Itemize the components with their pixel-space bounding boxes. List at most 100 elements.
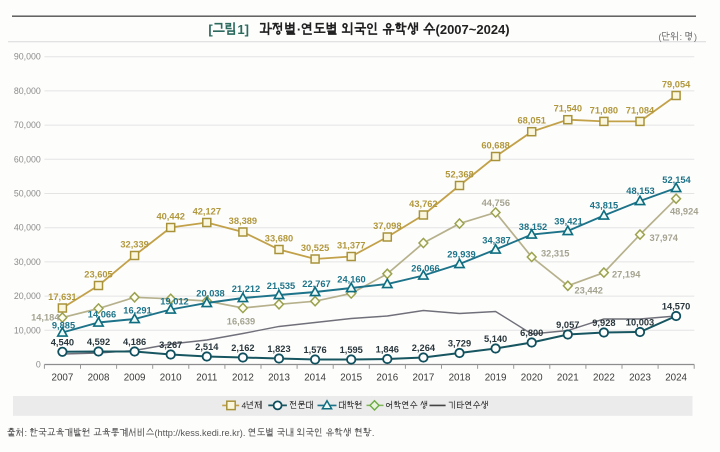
- svg-text:2008: 2008: [88, 373, 110, 384]
- svg-text:3,729: 3,729: [448, 339, 471, 349]
- svg-text:27,194: 27,194: [612, 270, 641, 280]
- svg-text:71,080: 71,080: [590, 105, 618, 115]
- svg-text:42,127: 42,127: [193, 207, 221, 217]
- svg-text:2,264: 2,264: [412, 343, 436, 353]
- svg-text:40,442: 40,442: [156, 212, 184, 222]
- svg-text:9,057: 9,057: [556, 320, 579, 330]
- svg-text:19,012: 19,012: [160, 297, 188, 307]
- svg-text:1,595: 1,595: [340, 345, 363, 355]
- svg-text:48,924: 48,924: [670, 207, 699, 217]
- svg-text:32,315: 32,315: [541, 249, 569, 259]
- svg-text:10,000: 10,000: [14, 325, 41, 335]
- svg-text:·: ·: [297, 22, 301, 37]
- svg-text:2014: 2014: [304, 373, 326, 384]
- svg-text:14,066: 14,066: [88, 309, 116, 319]
- svg-text:2017: 2017: [413, 373, 435, 384]
- svg-text:2,162: 2,162: [231, 343, 254, 353]
- svg-text:4: 4: [242, 400, 247, 410]
- svg-text:31,377: 31,377: [337, 241, 365, 251]
- svg-text:43,815: 43,815: [590, 201, 618, 211]
- svg-text:70,000: 70,000: [14, 120, 41, 130]
- svg-text::: :: [680, 32, 683, 43]
- svg-text:33,680: 33,680: [265, 234, 293, 244]
- svg-text:1,846: 1,846: [376, 345, 399, 355]
- svg-text:43,762: 43,762: [409, 199, 437, 209]
- svg-text:): ): [694, 32, 697, 43]
- svg-text:52,368: 52,368: [445, 170, 473, 180]
- svg-text:23,605: 23,605: [84, 270, 112, 280]
- svg-text:30,525: 30,525: [301, 243, 329, 253]
- svg-text:44,756: 44,756: [482, 198, 510, 208]
- svg-text:2007: 2007: [52, 373, 74, 384]
- svg-text:52,154: 52,154: [662, 175, 691, 185]
- svg-text:2011: 2011: [196, 373, 217, 384]
- svg-text:21,535: 21,535: [267, 281, 295, 291]
- svg-text:34,387: 34,387: [482, 236, 510, 246]
- svg-text:14,184: 14,184: [31, 313, 60, 323]
- svg-text:4,186: 4,186: [123, 337, 146, 347]
- svg-text:2020: 2020: [521, 373, 543, 384]
- svg-text:9,928: 9,928: [592, 318, 615, 328]
- svg-text:37,098: 37,098: [373, 221, 401, 231]
- svg-text:24,160: 24,160: [337, 275, 365, 285]
- svg-text:6,800: 6,800: [520, 328, 543, 338]
- svg-text:23,442: 23,442: [575, 286, 603, 296]
- svg-text:2022: 2022: [593, 373, 615, 384]
- svg-text::: :: [24, 428, 27, 438]
- svg-text:71,084: 71,084: [626, 105, 655, 115]
- svg-text:4,540: 4,540: [51, 337, 74, 347]
- svg-text:29,939: 29,939: [447, 250, 475, 260]
- svg-text:(: (: [658, 32, 662, 43]
- svg-text:39,421: 39,421: [554, 217, 582, 227]
- svg-text:[: [: [208, 22, 213, 37]
- svg-text:1,823: 1,823: [267, 344, 290, 354]
- svg-text:2023: 2023: [629, 373, 651, 384]
- svg-text:38,152: 38,152: [519, 222, 547, 232]
- svg-text:5,140: 5,140: [484, 334, 507, 344]
- svg-text:2009: 2009: [124, 373, 146, 384]
- svg-text:10,003: 10,003: [626, 318, 654, 328]
- svg-text:38,389: 38,389: [229, 216, 257, 226]
- svg-text:4,592: 4,592: [87, 337, 110, 347]
- svg-text:40,000: 40,000: [14, 223, 41, 233]
- svg-text:2016: 2016: [376, 373, 398, 384]
- svg-text:1]: 1]: [237, 22, 249, 37]
- svg-text:14,570: 14,570: [662, 302, 690, 312]
- svg-text:2024: 2024: [665, 373, 687, 384]
- svg-text:0: 0: [36, 360, 41, 370]
- svg-text:71,540: 71,540: [554, 104, 582, 114]
- svg-text:(http://kess.kedi.re.kr).: (http://kess.kedi.re.kr).: [155, 428, 246, 438]
- svg-text:80,000: 80,000: [14, 86, 41, 96]
- svg-text:16,291: 16,291: [123, 306, 151, 316]
- svg-text:2018: 2018: [449, 373, 471, 384]
- svg-text:2,514: 2,514: [195, 342, 219, 352]
- svg-text:68,051: 68,051: [517, 116, 545, 126]
- svg-text:26,066: 26,066: [411, 264, 439, 274]
- svg-text:(2007~2024): (2007~2024): [436, 22, 510, 37]
- svg-text:20,000: 20,000: [14, 291, 41, 301]
- svg-text:2015: 2015: [340, 373, 362, 384]
- svg-text:30,000: 30,000: [14, 257, 41, 267]
- svg-text:21,212: 21,212: [232, 284, 260, 294]
- svg-text:2013: 2013: [268, 373, 290, 384]
- svg-text:2012: 2012: [232, 373, 254, 384]
- svg-text:9,885: 9,885: [52, 321, 75, 331]
- svg-text:16,639: 16,639: [227, 317, 255, 327]
- svg-text:32,339: 32,339: [120, 240, 148, 250]
- svg-text:79,054: 79,054: [662, 80, 691, 90]
- svg-text:20,038: 20,038: [196, 289, 224, 299]
- svg-text:50,000: 50,000: [14, 189, 41, 199]
- svg-text:1,576: 1,576: [303, 345, 326, 355]
- svg-text:2010: 2010: [160, 373, 182, 384]
- svg-text:60,688: 60,688: [481, 141, 509, 151]
- svg-text:.: .: [372, 428, 375, 438]
- svg-text:60,000: 60,000: [14, 154, 41, 164]
- svg-text:17,631: 17,631: [48, 292, 76, 302]
- svg-text:2019: 2019: [485, 373, 507, 384]
- svg-text:37,974: 37,974: [650, 233, 679, 243]
- svg-text:2021: 2021: [557, 373, 579, 384]
- svg-text:48,153: 48,153: [626, 186, 654, 196]
- svg-text:90,000: 90,000: [14, 52, 41, 62]
- svg-text:3,267: 3,267: [159, 340, 182, 350]
- svg-text:22,767: 22,767: [302, 279, 330, 289]
